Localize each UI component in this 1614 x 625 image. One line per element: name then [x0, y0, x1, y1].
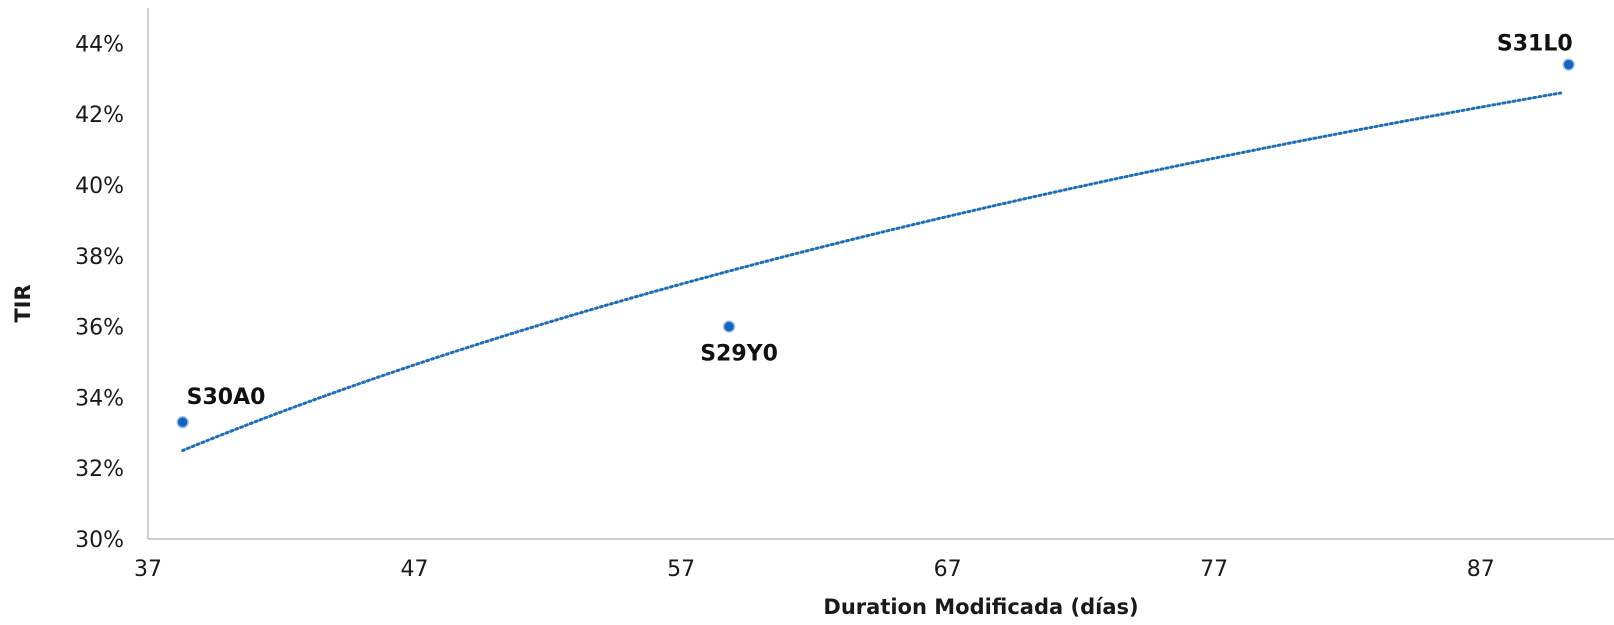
- x-tick-label: 37: [134, 557, 162, 582]
- y-axis-title: TIR: [11, 284, 35, 322]
- x-tick-label: 87: [1467, 557, 1495, 582]
- data-point-s31l0: [1562, 58, 1575, 71]
- axes: [147, 8, 1614, 540]
- y-tick-label: 44%: [75, 32, 124, 57]
- y-tick-label: 38%: [75, 245, 124, 270]
- point-label-s31l0: S31L0: [1497, 32, 1573, 57]
- y-tick-labels: 30% 32% 34% 36% 38% 40% 42% 44%: [75, 32, 124, 553]
- y-tick-label: 40%: [75, 174, 124, 199]
- x-tick-labels: 37 47 57 67 77 87: [134, 557, 1495, 582]
- point-label-s29y0: S29Y0: [700, 342, 778, 367]
- x-tick-label: 57: [667, 557, 695, 582]
- point-labels: S30A0 S29Y0 S31L0: [187, 32, 1573, 411]
- x-axis-title: Duration Modificada (días): [823, 595, 1138, 619]
- data-point-s30a0: [176, 415, 189, 429]
- y-tick-label: 32%: [75, 457, 124, 482]
- y-tick-label: 30%: [75, 528, 124, 553]
- x-tick-label: 47: [401, 557, 429, 582]
- point-label-s30a0: S30A0: [187, 385, 266, 410]
- y-tick-label: 34%: [75, 386, 124, 411]
- data-point-s29y0: [722, 320, 736, 333]
- trendline: [181, 91, 1563, 452]
- data-points: [176, 58, 1575, 429]
- x-tick-label: 67: [934, 557, 962, 582]
- x-tick-label: 77: [1200, 557, 1228, 582]
- y-tick-label: 42%: [75, 103, 124, 128]
- y-tick-label: 36%: [75, 316, 124, 341]
